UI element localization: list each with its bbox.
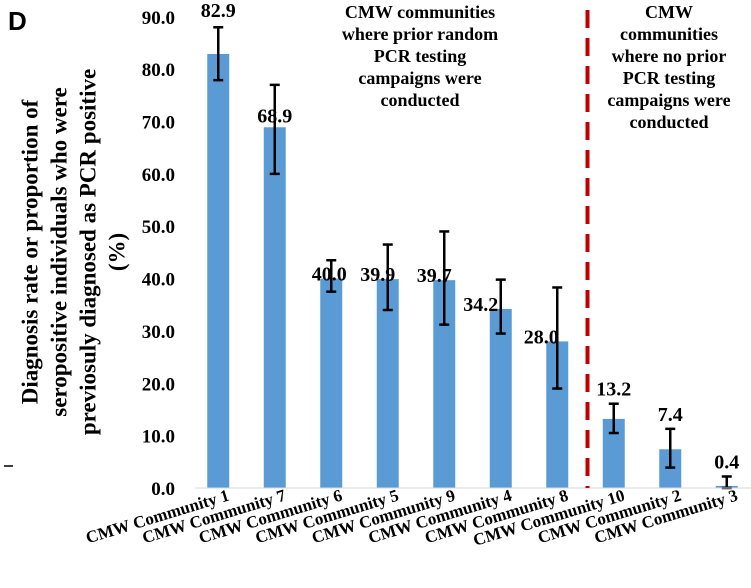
annotation-line: where prior random <box>342 24 498 44</box>
bar <box>320 278 343 488</box>
data-label: 7.4 <box>658 404 683 426</box>
y-axis-ticks: 0.0 10.0 20.0 30.0 40.0 50.0 60.0 70.0 80.0 90.0 <box>142 8 175 500</box>
bar <box>433 280 456 488</box>
data-label: 13.2 <box>596 379 631 401</box>
y-tick-label: 70.0 <box>142 113 175 134</box>
y-tick-label: 30.0 <box>142 322 175 343</box>
annotation-line: PCR testing <box>374 46 467 66</box>
y-tick-label: 40.0 <box>142 270 175 291</box>
y-axis-label-line: Diagnosis rate or proportion of <box>18 99 43 404</box>
y-tick-label: 0.0 <box>151 479 175 500</box>
y-tick-label: 50.0 <box>142 217 175 238</box>
data-label: 0.4 <box>714 451 739 473</box>
y-tick-label: 10.0 <box>142 427 175 448</box>
data-label: 40.0 <box>312 264 347 286</box>
y-tick-label: 80.0 <box>142 60 175 81</box>
y-axis-label-line: (%) <box>105 233 130 271</box>
annotation-line: where no prior <box>612 46 727 66</box>
y-tick-label: 90.0 <box>142 8 175 29</box>
data-label: 82.9 <box>201 0 236 22</box>
bar <box>376 279 399 488</box>
annotation-line: conducted <box>629 112 708 132</box>
annotation-line: campaigns were <box>358 68 481 88</box>
annotation-line: communities <box>620 24 718 44</box>
annotation-line: CMW <box>645 2 693 22</box>
y-tick-label: 20.0 <box>142 374 175 395</box>
annotation-line: conducted <box>380 90 459 110</box>
bar <box>602 418 625 488</box>
bars <box>207 53 738 488</box>
data-label: 68.9 <box>257 105 292 127</box>
y-axis-label: Diagnosis rate or proportion of seroposit… <box>18 69 130 435</box>
bar <box>207 53 230 488</box>
bar <box>489 308 512 488</box>
bar <box>263 127 286 488</box>
annotation-line: campaigns were <box>607 90 730 110</box>
bar <box>546 341 569 488</box>
data-labels: 82.9 68.9 40.0 39.9 39.7 34.2 28.0 13.2 7.4 0.4 <box>201 0 740 473</box>
data-label: 28.0 <box>524 326 559 348</box>
annotation-line: CMW communities <box>345 2 495 22</box>
y-axis-label-line: previosuly diagnosed as PCR positive <box>76 69 101 435</box>
data-label: 34.2 <box>463 294 498 316</box>
data-label: 39.9 <box>360 264 395 286</box>
y-tick-label: 60.0 <box>142 165 175 186</box>
panel-letter: D <box>8 6 27 36</box>
data-label: 39.7 <box>417 265 452 287</box>
y-axis-label-line: seropositive individuals who were <box>47 87 72 417</box>
annotation-line: PCR testing <box>623 68 716 88</box>
